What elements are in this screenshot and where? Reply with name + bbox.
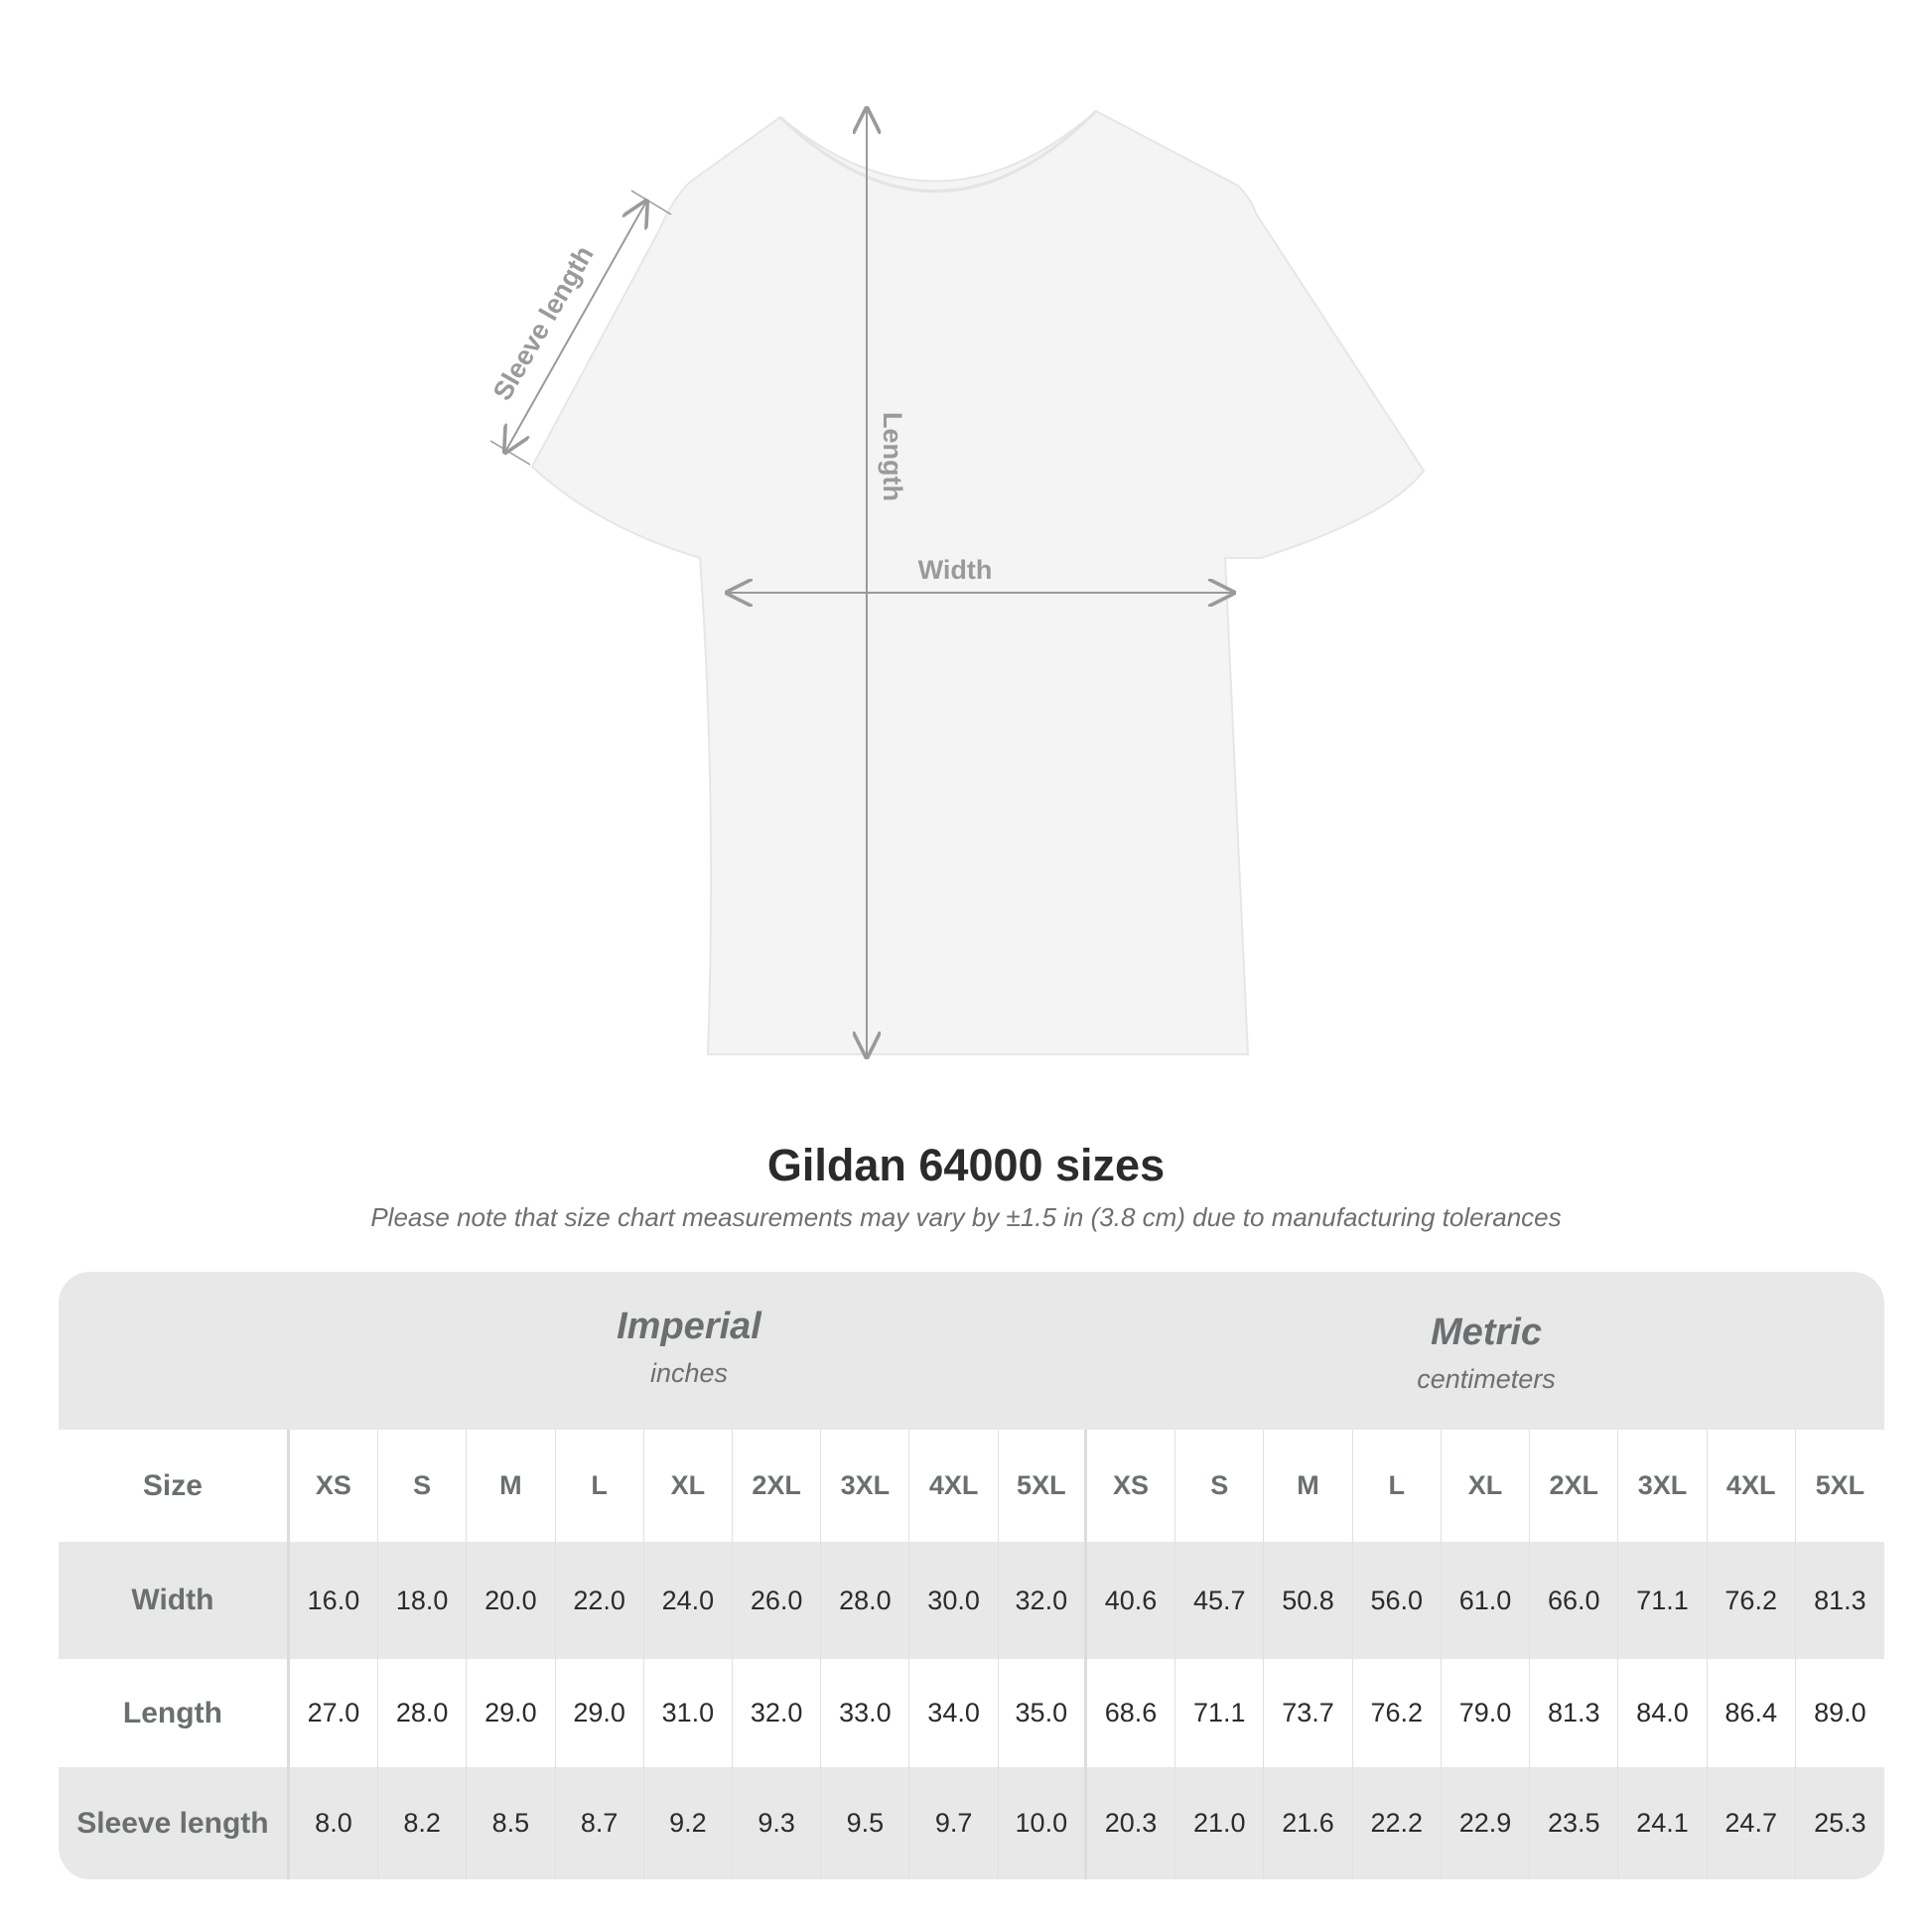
tshirt-diagram: Sleeve length Length Width bbox=[487, 0, 1426, 1092]
table-row: Sleeve length 8.0 8.2 8.5 8.7 9.2 9.3 9.5 9.7 10.… bbox=[59, 1767, 1884, 1879]
imperial-value-cell: 31.0 bbox=[644, 1659, 733, 1767]
row-label: Sleeve length bbox=[59, 1767, 290, 1879]
metric-value-cell: 56.0 bbox=[1353, 1542, 1442, 1659]
metric-size-header: 5XL bbox=[1815, 1470, 1865, 1500]
imperial-size-header: M bbox=[467, 1430, 556, 1542]
imperial-value-cell: 20.0 bbox=[467, 1542, 556, 1659]
imperial-value-cell: 33.0 bbox=[821, 1659, 910, 1767]
imperial-size-header: L bbox=[556, 1430, 644, 1542]
imperial-value-cell: 35.0 bbox=[999, 1659, 1087, 1767]
imperial-value-cell: 8.2 bbox=[378, 1767, 468, 1879]
imperial-value-cell: 29.0 bbox=[467, 1659, 556, 1767]
sleeve-arrow bbox=[505, 202, 646, 452]
table-row: Width 16.0 18.0 20.0 22.0 24.0 26.0 28.0 30.0 32.… bbox=[59, 1542, 1884, 1659]
imperial-value-cell: 28.0 bbox=[821, 1542, 910, 1659]
metric-value-cell: 84.0 bbox=[1618, 1659, 1708, 1767]
imperial-value-cell: 28.0 bbox=[378, 1659, 468, 1767]
unit-header: Imperial inches Metric centimeters bbox=[59, 1272, 1884, 1430]
imperial-size-header: 3XL bbox=[821, 1430, 910, 1542]
row-label: Width bbox=[59, 1542, 290, 1659]
metric-value-cell: 24.7 bbox=[1708, 1767, 1796, 1879]
metric-value-cell: 71.1 bbox=[1618, 1542, 1708, 1659]
imperial-value-cell: 8.7 bbox=[556, 1767, 644, 1879]
imperial-value-cell: 26.0 bbox=[733, 1542, 822, 1659]
imperial-size-header: XS bbox=[290, 1430, 379, 1542]
metric-value-cell: 76.2 bbox=[1353, 1659, 1442, 1767]
metric-value-cell: 68.6 bbox=[1087, 1659, 1176, 1767]
row-label: Length bbox=[59, 1659, 290, 1767]
imperial-size-header: S bbox=[378, 1430, 468, 1542]
imperial-header: Imperial inches bbox=[290, 1306, 1088, 1389]
metric-value-cell: 61.0 bbox=[1442, 1542, 1531, 1659]
imperial-value-cell: 9.7 bbox=[909, 1767, 999, 1879]
imperial-value-cell: 18.0 bbox=[378, 1542, 468, 1659]
metric-size-header: XS bbox=[1087, 1430, 1176, 1542]
metric-value-cell: 21.0 bbox=[1175, 1767, 1265, 1879]
metric-value-cell: 40.6 bbox=[1087, 1542, 1176, 1659]
imperial-value-cell: 9.3 bbox=[733, 1767, 822, 1879]
table-row: Length 27.0 28.0 29.0 29.0 31.0 32.0 33.0 34.0 35… bbox=[59, 1659, 1884, 1767]
imperial-size-header: 4XL bbox=[909, 1430, 999, 1542]
metric-value-cell: 86.4 bbox=[1708, 1659, 1796, 1767]
metric-unit: centimeters bbox=[1417, 1364, 1556, 1394]
imperial-value-cell: 8.5 bbox=[467, 1767, 556, 1879]
metric-value-cell: 21.6 bbox=[1264, 1767, 1353, 1879]
metric-title: Metric bbox=[1431, 1311, 1542, 1353]
metric-value-cell: 23.5 bbox=[1530, 1767, 1619, 1879]
imperial-value-cell: 9.2 bbox=[644, 1767, 733, 1879]
metric-value-cell: 81.3 bbox=[1530, 1659, 1619, 1767]
metric-value-cell: 89.0 bbox=[1814, 1698, 1866, 1727]
metric-size-header: XL bbox=[1442, 1430, 1531, 1542]
imperial-value-cell: 24.0 bbox=[644, 1542, 733, 1659]
page-title: Gildan 64000 sizes bbox=[766, 1140, 1166, 1190]
metric-value-cell: 22.9 bbox=[1442, 1767, 1531, 1879]
metric-size-header: 3XL bbox=[1618, 1430, 1708, 1542]
imperial-value-cell: 34.0 bbox=[909, 1659, 999, 1767]
size-header-row: Size XS S M L XL 2XL 3XL 4XL 5XL XS S M L XL 2XL 3XL 4XL 5… bbox=[59, 1430, 1884, 1542]
metric-value-cell: 76.2 bbox=[1708, 1542, 1796, 1659]
imperial-value-cell: 16.0 bbox=[290, 1542, 379, 1659]
imperial-value-cell: 22.0 bbox=[556, 1542, 644, 1659]
metric-header: Metric centimeters bbox=[1088, 1311, 1884, 1395]
imperial-value-cell: 9.5 bbox=[821, 1767, 910, 1879]
length-label: Length bbox=[878, 412, 907, 501]
metric-value-cell: 81.3 bbox=[1814, 1585, 1866, 1615]
metric-value-cell: 73.7 bbox=[1264, 1659, 1353, 1767]
imperial-value-cell: 27.0 bbox=[290, 1659, 379, 1767]
imperial-value-cell: 32.0 bbox=[999, 1542, 1087, 1659]
metric-size-header: L bbox=[1353, 1430, 1442, 1542]
size-table: Imperial inches Metric centimeters Size X… bbox=[59, 1272, 1884, 1879]
width-label: Width bbox=[918, 555, 993, 585]
metric-value-cell: 79.0 bbox=[1442, 1659, 1531, 1767]
metric-value-cell: 22.2 bbox=[1353, 1767, 1442, 1879]
metric-value-cell: 50.8 bbox=[1264, 1542, 1353, 1659]
tolerance-note: Please note that size chart measurements… bbox=[370, 1202, 1562, 1232]
imperial-size-header: XL bbox=[644, 1430, 733, 1542]
metric-value-cell: 20.3 bbox=[1087, 1767, 1176, 1879]
imperial-value-cell: 10.0 bbox=[999, 1767, 1087, 1879]
imperial-value-cell: 8.0 bbox=[290, 1767, 379, 1879]
metric-value-cell: 24.1 bbox=[1618, 1767, 1708, 1879]
metric-size-header: M bbox=[1264, 1430, 1353, 1542]
imperial-value-cell: 32.0 bbox=[733, 1659, 822, 1767]
imperial-size-header: 2XL bbox=[733, 1430, 822, 1542]
imperial-value-cell: 29.0 bbox=[556, 1659, 644, 1767]
metric-size-header: 2XL bbox=[1530, 1430, 1619, 1542]
imperial-unit: inches bbox=[649, 1358, 729, 1388]
metric-value-cell: 25.3 bbox=[1814, 1808, 1866, 1838]
metric-value-cell: 66.0 bbox=[1530, 1542, 1619, 1659]
imperial-size-header: 5XL bbox=[999, 1430, 1087, 1542]
imperial-title: Imperial bbox=[617, 1306, 761, 1347]
metric-size-header: S bbox=[1175, 1430, 1265, 1542]
row-label: Size bbox=[59, 1430, 290, 1542]
metric-value-cell: 71.1 bbox=[1175, 1659, 1265, 1767]
metric-value-cell: 45.7 bbox=[1175, 1542, 1265, 1659]
metric-size-header: 4XL bbox=[1708, 1430, 1796, 1542]
imperial-value-cell: 30.0 bbox=[909, 1542, 999, 1659]
